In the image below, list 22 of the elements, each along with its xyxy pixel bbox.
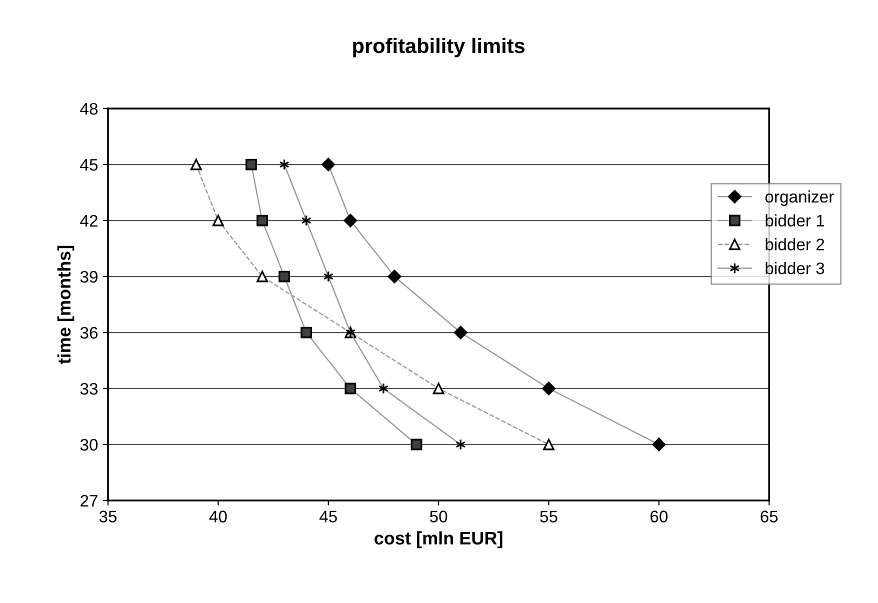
y-tick-label: 33: [80, 382, 98, 395]
chart-title: profitability limits: [353, 38, 525, 58]
y-tick-label: 42: [80, 214, 98, 227]
x-tick-label: 45: [319, 510, 337, 522]
x-tick-label: 55: [540, 510, 558, 522]
y-tick-label: 48: [80, 102, 98, 115]
y-tick-label: 45: [80, 159, 98, 171]
x-axis-title: cost [mln EUR]: [374, 531, 502, 548]
y-axis-title: time [months]: [57, 246, 74, 364]
y-tick-label: 27: [80, 494, 98, 507]
legend-label: organizer: [765, 190, 834, 206]
y-tick-label: 36: [80, 326, 98, 339]
legend-label: bidder 2: [766, 238, 824, 250]
x-tick-label: 40: [209, 510, 227, 522]
x-tick-label: 50: [430, 510, 448, 522]
x-tick-label: 60: [650, 510, 668, 522]
y-tick-label: 30: [80, 438, 98, 451]
y-tick-label: 39: [80, 270, 98, 283]
x-tick-label: 65: [760, 510, 778, 522]
x-tick-label: 35: [99, 510, 117, 522]
legend-label: bidder 3: [766, 262, 824, 274]
legend-label: bidder 1: [766, 214, 824, 227]
